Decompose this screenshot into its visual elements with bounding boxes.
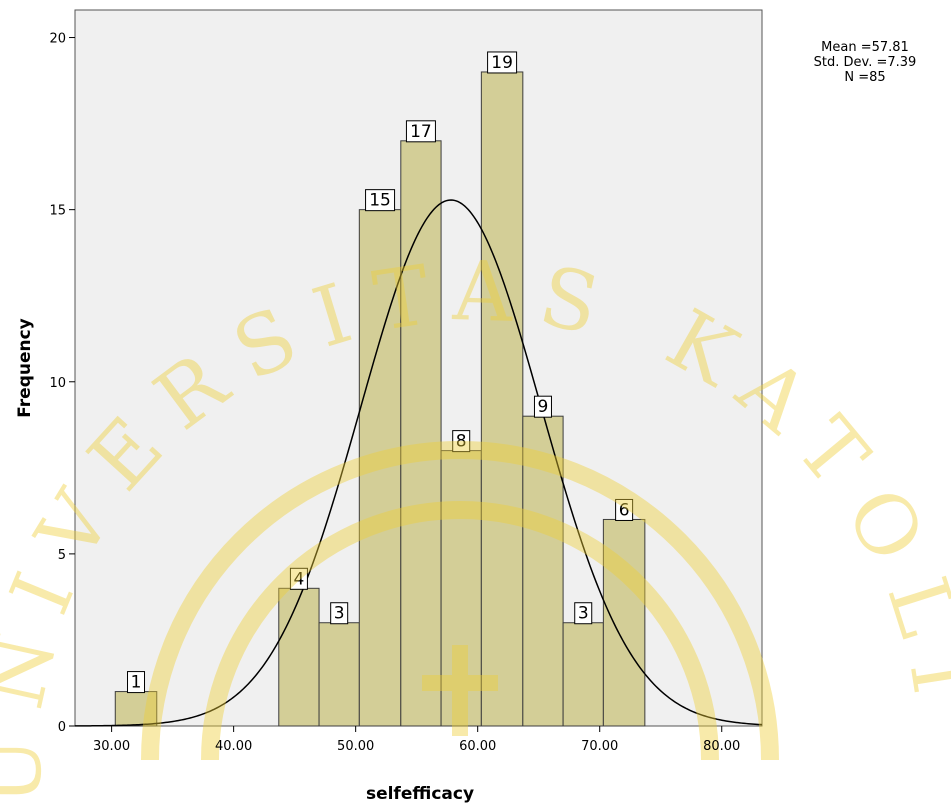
x-tick-label: 30.00 — [93, 739, 130, 754]
histogram-bar — [400, 140, 442, 727]
bar-label-text: 6 — [619, 500, 630, 520]
histogram-bar — [480, 71, 524, 727]
x-axis-ticks: 30.00 40.00 50.00 60.00 70.00 80.00 — [93, 726, 740, 754]
histogram-bar — [278, 587, 320, 727]
bar-label-box — [574, 602, 593, 625]
histogram-bar — [562, 622, 604, 727]
x-tick-label: 70.00 — [581, 739, 618, 754]
x-tick-label: 80.00 — [703, 739, 740, 754]
histogram-bar — [602, 518, 646, 727]
stat-std-dev: Std. Dev. =7.39 — [813, 55, 917, 70]
bar-label-box — [452, 430, 471, 453]
bar-data-labels: 1 4 3 15 17 8 19 9 3 6 — [127, 51, 634, 694]
watermark-arch — [201, 501, 719, 761]
histogram-bar — [522, 415, 564, 727]
y-tick-label: 0 — [58, 720, 66, 735]
normal-curve — [74, 199, 763, 727]
bar-label-box — [289, 567, 308, 590]
x-tick-label: 40.00 — [215, 739, 252, 754]
y-tick-label: 15 — [49, 204, 66, 219]
watermark-cross — [422, 645, 498, 736]
bar-label-text: 3 — [578, 604, 589, 624]
bar-label-box — [533, 395, 552, 418]
bar-label-box — [365, 189, 396, 212]
y-axis-label: Frequency — [15, 318, 35, 418]
histogram-bar — [114, 691, 158, 727]
histogram-bar — [440, 450, 482, 727]
bar-label-box — [615, 498, 634, 521]
bar-label-box — [127, 671, 146, 694]
stat-n: N =85 — [844, 70, 886, 85]
y-tick-label: 20 — [49, 32, 66, 47]
bar-label-text: 19 — [491, 53, 513, 73]
watermark-arch — [141, 441, 779, 761]
bar-label-box — [487, 51, 518, 74]
y-axis-ticks: 0 5 10 15 20 — [49, 32, 75, 735]
bar-label-text: 15 — [369, 191, 391, 211]
histogram-bars — [114, 71, 646, 727]
bar-label-text: 9 — [538, 397, 549, 417]
y-tick-label: 5 — [58, 548, 66, 563]
bar-label-text: 4 — [294, 569, 305, 589]
stat-mean: Mean =57.81 — [821, 40, 909, 55]
x-axis-label: selfefficacy — [366, 784, 474, 804]
bar-label-text: 17 — [410, 122, 432, 142]
statistics-box: Mean =57.81 Std. Dev. =7.39 N =85 — [800, 40, 930, 85]
x-tick-label: 60.00 — [459, 739, 496, 754]
bar-label-box — [330, 602, 349, 625]
histogram-bar — [318, 622, 360, 727]
bar-label-text: 8 — [456, 432, 467, 452]
bar-label-box — [405, 120, 436, 143]
bar-label-text: 1 — [131, 673, 142, 693]
bar-label-text: 3 — [334, 604, 345, 624]
x-tick-label: 50.00 — [337, 739, 374, 754]
y-tick-label: 10 — [49, 376, 66, 391]
